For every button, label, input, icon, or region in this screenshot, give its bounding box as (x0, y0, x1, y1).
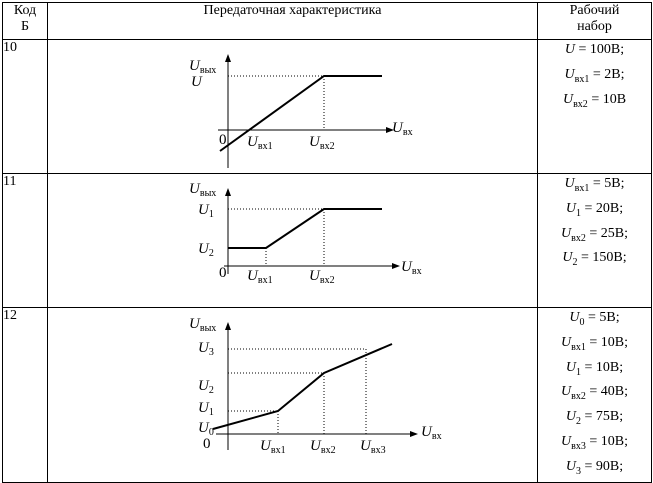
x-tick-label: Uвх3 (360, 438, 386, 456)
header-code: Код Б (2, 2, 48, 40)
param-line: U = 100В; (564, 42, 625, 57)
graph-cell: Uвых U1 U2 0 Uвх Uвх1 Uвх2 (47, 173, 538, 308)
x-axis-arrow (392, 263, 400, 269)
param-line: Uвх3 = 10В; (561, 433, 628, 452)
header-working-set: Рабочий набор (537, 2, 652, 40)
code-cell: 12 (2, 307, 48, 483)
y-axis-label: Uвых (189, 316, 216, 334)
x-tick-label: Uвх2 (309, 268, 335, 286)
x-axis-label: Uвх (392, 120, 413, 138)
x-axis-arrow (386, 127, 394, 133)
origin-label: 0 (219, 132, 227, 148)
table-row: 11 Uвых U1 U2 0 Uвх Uвх1 Uвх2 Uвх1 = (2, 173, 652, 308)
y-axis-arrow (225, 54, 231, 62)
characteristic-line (212, 343, 393, 430)
param-line: U2 = 75В; (565, 409, 624, 427)
param-line: Uвх1 = 2В; (564, 66, 625, 85)
table-row: 10 Uвых U 0 Uвх Uвх1 Uвх2 (2, 39, 652, 174)
transfer-graph-12: Uвых U3 U2 U1 U0 0 Uвх Uвх1 Uвх2 Uвх3 (189, 316, 442, 456)
y-axis-arrow (225, 322, 231, 330)
working-set-cell: U0 = 5В; Uвх1 = 10В; U1 = 10В; Uвх2 = 40… (537, 307, 652, 483)
y-level-label: U (191, 74, 203, 90)
graph-cell: Uвых U3 U2 U1 U0 0 Uвх Uвх1 Uвх2 Uвх3 (47, 307, 538, 483)
graph-cell: Uвых U 0 Uвх Uвх1 Uвх2 (47, 39, 538, 174)
header-code-text: Код Б (13, 3, 37, 34)
origin-label: 0 (203, 436, 211, 452)
characteristic-line (228, 208, 382, 249)
param-line: U1 = 10В; (565, 359, 624, 378)
x-tick-label: Uвх1 (247, 134, 273, 152)
y-axis-label: Uвых (189, 181, 216, 199)
param-line: U0 = 5В; (569, 310, 620, 328)
y-level-label: U2 (198, 241, 214, 259)
working-set-cell: Uвх1 = 5В; U1 = 20В; Uвх2 = 25В; U2 = 15… (537, 173, 652, 308)
transfer-graph-10: Uвых U 0 Uвх Uвх1 Uвх2 (189, 54, 413, 168)
x-axis-label: Uвх (421, 424, 442, 442)
x-axis-label: Uвх (401, 259, 422, 277)
code-cell: 11 (2, 173, 48, 308)
param-line: U1 = 20В; (565, 200, 624, 219)
param-line: U2 = 150В; (562, 250, 627, 269)
x-tick-label: Uвх1 (260, 438, 286, 456)
param-line: Uвх2 = 40В; (561, 384, 628, 403)
y-level-label: U1 (198, 202, 214, 220)
x-tick-label: Uвх1 (247, 268, 273, 286)
param-line: Uвх1 = 10В; (561, 334, 628, 353)
code-cell: 10 (2, 39, 48, 174)
y-level-label: U2 (198, 378, 214, 396)
param-line: Uвх2 = 10В (562, 91, 627, 110)
x-tick-label: Uвх2 (310, 438, 336, 456)
y-level-label: U0 (198, 420, 214, 438)
transfer-graph-11: Uвых U1 U2 0 Uвх Uвх1 Uвх2 (189, 181, 422, 286)
characteristic-line (219, 75, 382, 152)
origin-label: 0 (219, 265, 227, 281)
y-axis-label: Uвых (189, 58, 216, 76)
x-tick-label: Uвх2 (309, 134, 335, 152)
y-axis-arrow (225, 188, 231, 196)
y-level-label: U1 (198, 400, 214, 418)
y-level-label: U3 (198, 340, 214, 358)
header-working-set-text: Рабочий набор (569, 3, 620, 34)
header-row: Код Б Передаточная характеристика Рабочи… (2, 2, 652, 40)
param-line: Uвх1 = 5В; (564, 176, 625, 194)
x-axis-arrow (410, 431, 418, 437)
param-line: U3 = 90В; (565, 458, 624, 477)
working-set-cell: U = 100В; Uвх1 = 2В; Uвх2 = 10В (537, 39, 652, 174)
param-line: Uвх2 = 25В; (561, 225, 628, 244)
header-characteristic: Передаточная характеристика (47, 2, 538, 40)
table-row: 12 Uвых U3 U2 U1 U0 0 Uвх (2, 307, 652, 483)
